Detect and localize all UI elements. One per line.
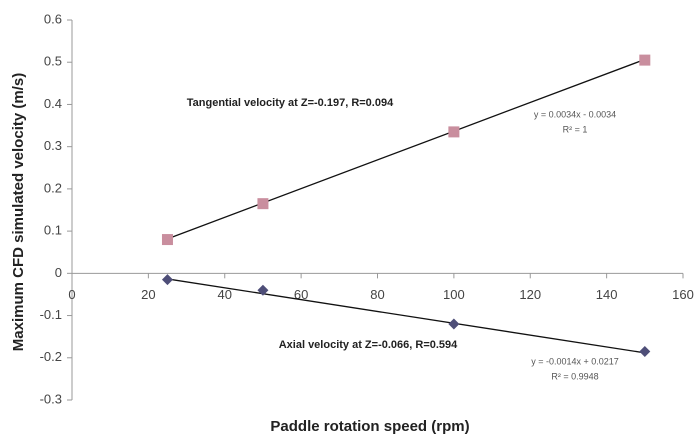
x-tick-label: 80 — [370, 287, 384, 302]
square-marker — [639, 54, 651, 66]
x-tick-label: 120 — [519, 287, 541, 302]
x-tick-label: 40 — [218, 287, 232, 302]
y-tick-label: 0 — [55, 265, 62, 280]
square-marker — [161, 234, 173, 246]
y-axis-title: Maximum CFD simulated velocity (m/s) — [10, 73, 27, 351]
diamond-marker — [639, 345, 651, 357]
series-annotation: Tangential velocity at Z=-0.197, R=0.094 — [187, 97, 394, 109]
x-tick-label: 100 — [443, 287, 465, 302]
x-tick-label: 140 — [596, 287, 618, 302]
y-tick-label: 0.1 — [44, 223, 62, 238]
series-annotation: Axial velocity at Z=-0.066, R=0.594 — [279, 339, 458, 351]
diamond-marker — [257, 284, 269, 296]
y-tick-label: 0.6 — [44, 11, 62, 26]
square-marker — [448, 126, 460, 138]
y-tick-label: 0.2 — [44, 180, 62, 195]
y-tick-label: -0.2 — [40, 349, 62, 364]
y-tick-label: 0.4 — [44, 96, 62, 111]
trend-r2: R² = 1 — [563, 124, 588, 134]
trendline — [167, 278, 645, 354]
x-axis-title: Paddle rotation speed (rpm) — [270, 418, 469, 435]
trend-equation: y = -0.0014x + 0.0217 — [531, 356, 619, 366]
y-tick-label: 0.5 — [44, 54, 62, 69]
trendline — [167, 58, 646, 240]
diamond-marker — [161, 274, 173, 286]
x-tick-label: 60 — [294, 287, 308, 302]
trend-r2: R² = 0.9948 — [551, 371, 598, 381]
x-tick-label: 0 — [68, 287, 75, 302]
y-tick-label: 0.3 — [44, 138, 62, 153]
diamond-marker — [448, 318, 460, 330]
square-marker — [257, 198, 269, 210]
y-tick-label: -0.3 — [40, 391, 62, 406]
x-tick-label: 160 — [672, 287, 694, 302]
y-tick-label: -0.1 — [40, 307, 62, 322]
x-tick-label: 20 — [141, 287, 155, 302]
trend-equation: y = 0.0034x - 0.0034 — [534, 109, 616, 119]
